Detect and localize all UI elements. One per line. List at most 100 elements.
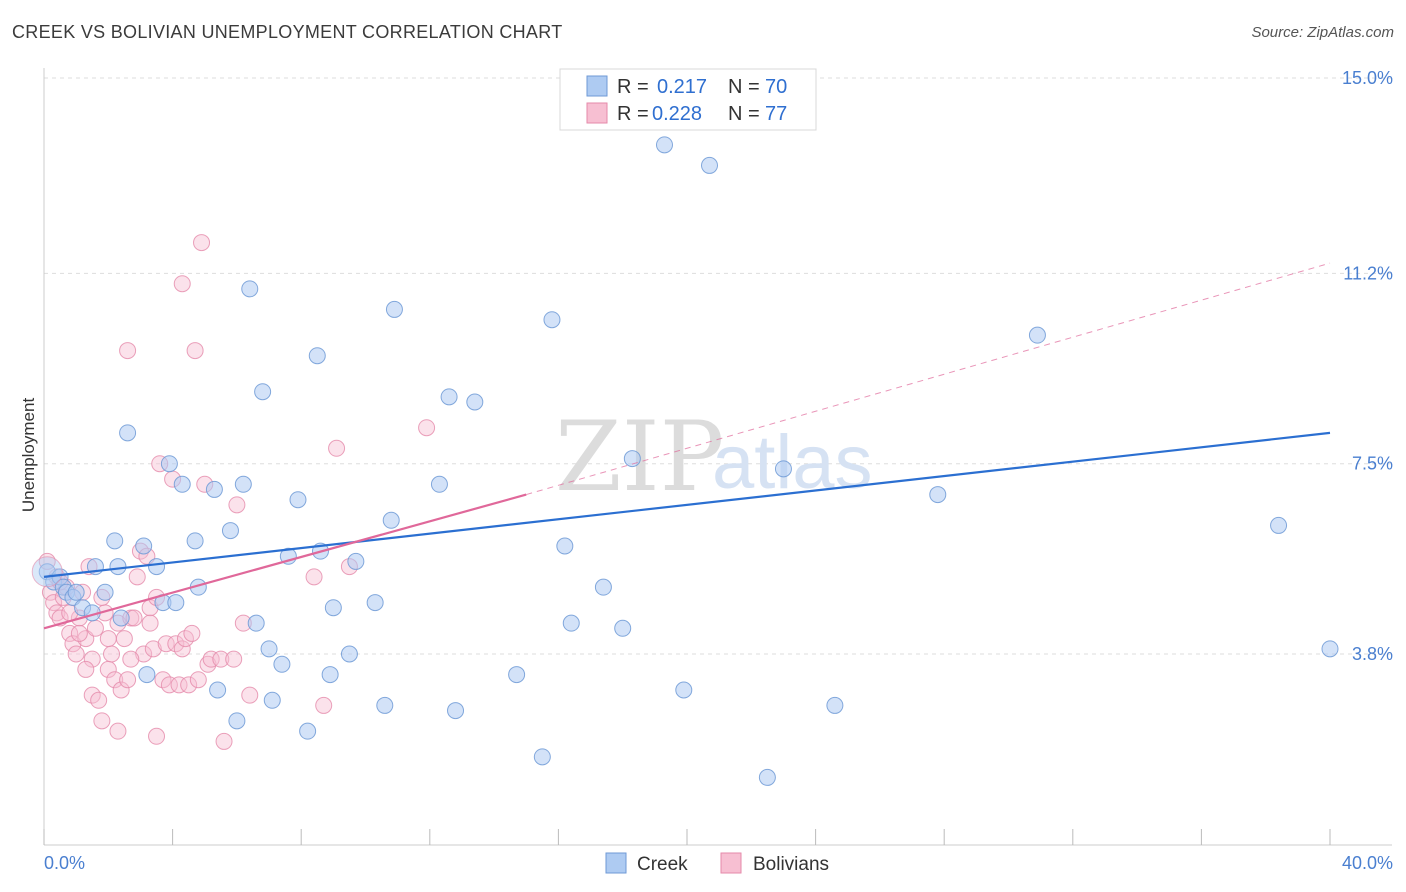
bolivians-point xyxy=(90,691,108,709)
x-tick-label: 40.0% xyxy=(1342,853,1393,873)
bolivians-point xyxy=(173,640,191,658)
bolivians-point xyxy=(202,650,220,668)
y-tick-label: 15.0% xyxy=(1342,68,1393,88)
y-tick-label: 3.8% xyxy=(1352,644,1393,664)
bolivians-point xyxy=(45,594,63,612)
creek-point xyxy=(385,300,403,318)
creek-point xyxy=(209,681,227,699)
creek-trend-line xyxy=(43,431,1331,578)
bolivians-point xyxy=(157,635,175,653)
creek-point xyxy=(299,722,317,740)
creek-point xyxy=(340,645,358,663)
bolivians-point xyxy=(193,234,211,252)
creek-point xyxy=(466,393,484,411)
creek-point xyxy=(221,522,239,540)
creek-point xyxy=(508,666,526,684)
creek-point xyxy=(67,583,85,601)
bolivians-point xyxy=(112,681,130,699)
creek-point xyxy=(260,640,278,658)
creek-point xyxy=(106,532,124,550)
x-tick-label: 0.0% xyxy=(44,853,85,873)
source-label: Source: ZipAtlas.com xyxy=(1251,24,1394,41)
creek-point xyxy=(173,475,191,493)
bolivians-point xyxy=(115,630,133,648)
bolivians-point xyxy=(103,645,121,663)
bolivians-point xyxy=(70,624,88,642)
creek-point xyxy=(263,691,281,709)
legend-bolivians-n-value: 77 xyxy=(765,103,787,125)
bolivians-point xyxy=(135,645,153,663)
bolivians-point xyxy=(173,275,191,293)
creek-point xyxy=(347,552,365,570)
bolivians-points xyxy=(38,234,436,750)
creek-point xyxy=(160,455,178,473)
bolivians-point xyxy=(83,650,101,668)
creek-point xyxy=(167,594,185,612)
bolivians-point xyxy=(225,650,243,668)
bolivians-point xyxy=(199,655,217,673)
creek-point xyxy=(186,532,204,550)
bolivians-point xyxy=(160,676,178,694)
watermark-atlas: atlas xyxy=(712,420,873,505)
bolivians-point xyxy=(144,640,162,658)
bolivians-point xyxy=(186,342,204,360)
creek-point xyxy=(254,383,272,401)
bolivians-point xyxy=(215,732,233,750)
bolivians-point xyxy=(109,722,127,740)
creek-point xyxy=(148,558,166,576)
creek-point xyxy=(440,388,458,406)
bolivians-point xyxy=(119,671,137,689)
trend-lines xyxy=(43,262,1331,630)
creek-point xyxy=(96,583,114,601)
y-axis-label: Unemployment xyxy=(19,398,38,513)
bolivians-point xyxy=(315,696,333,714)
legend-creek-n-value: 70 xyxy=(765,76,787,98)
creek-point xyxy=(321,666,339,684)
bolivians-point xyxy=(148,727,166,745)
bolivians-point xyxy=(212,650,230,668)
creek-point xyxy=(228,712,246,730)
creek-points xyxy=(31,69,1339,786)
creek-point xyxy=(382,511,400,529)
creek-point xyxy=(324,599,342,617)
creek-point xyxy=(556,537,574,555)
bolivians-point xyxy=(228,496,246,514)
creek-point xyxy=(273,655,291,673)
creek-point xyxy=(119,424,137,442)
creek-point xyxy=(289,491,307,509)
bolivians-point xyxy=(141,614,159,632)
top-legend: R = 0.217 N = 70 R = 0.228 N = 77 xyxy=(559,68,817,131)
creek-point xyxy=(758,768,776,786)
creek-point xyxy=(112,609,130,627)
bottom-legend-creek-label: Creek xyxy=(637,854,688,875)
creek-point xyxy=(430,475,448,493)
legend-bolivians-r-label: R = xyxy=(617,103,649,125)
creek-point xyxy=(675,681,693,699)
creek-point xyxy=(376,696,394,714)
legend-bolivians-r-value: 0.228 xyxy=(652,103,702,125)
axes xyxy=(43,68,1392,846)
bolivians-point xyxy=(180,676,198,694)
creek-point xyxy=(247,614,265,632)
bolivians-point xyxy=(183,624,201,642)
bottom-legend-bolivians-swatch xyxy=(720,852,742,874)
y-tick-label: 11.2% xyxy=(1343,263,1393,283)
bolivians-point xyxy=(305,568,323,586)
legend-bolivians-swatch xyxy=(586,102,608,124)
legend-creek-n-label: N = xyxy=(728,76,760,98)
creek-point xyxy=(135,537,153,555)
creek-point xyxy=(308,347,326,365)
bolivians-point xyxy=(170,676,188,694)
y-tick-label: 7.5% xyxy=(1352,454,1393,474)
creek-point xyxy=(366,594,384,612)
creek-point xyxy=(826,696,844,714)
bolivians-point xyxy=(67,645,85,663)
bolivians-point xyxy=(64,635,82,653)
bolivians-point xyxy=(418,419,436,437)
bolivians-point xyxy=(128,568,146,586)
bolivians-point xyxy=(48,604,66,622)
bolivians-point xyxy=(86,619,104,637)
bolivians-point xyxy=(119,342,137,360)
bolivians-point xyxy=(106,671,124,689)
